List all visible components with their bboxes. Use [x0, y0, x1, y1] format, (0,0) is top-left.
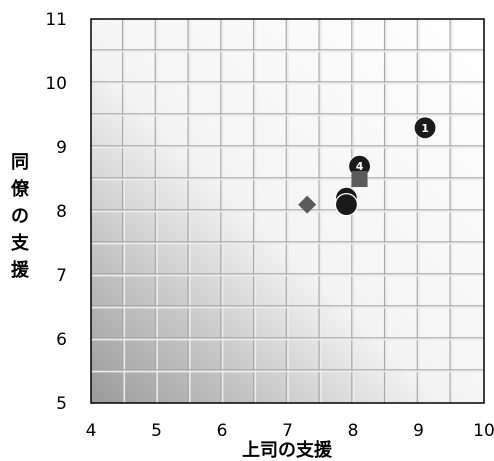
- data-point-label: 4: [356, 160, 364, 173]
- y-tick-label: 10: [45, 74, 67, 94]
- plot-frame: [90, 18, 485, 404]
- data-point-circle: [334, 193, 359, 217]
- y-tick-label: 5: [56, 394, 67, 414]
- x-tick-label: 8: [348, 421, 359, 441]
- y-tick-label: 6: [56, 330, 67, 350]
- data-point-circle: [413, 116, 437, 140]
- data-point-diamond: [298, 195, 317, 214]
- x-tick-label: 9: [413, 421, 424, 441]
- y-tick-label: 7: [56, 266, 67, 286]
- data-point-square: [351, 171, 368, 187]
- x-tick-label: 10: [473, 421, 494, 441]
- y-tick-label: 9: [56, 138, 67, 158]
- x-axis-title: 上司の支援: [242, 439, 333, 461]
- x-tick-label: 6: [217, 421, 228, 441]
- x-tick-label: 5: [151, 421, 162, 441]
- y-tick-label: 8: [56, 202, 67, 222]
- x-tick-label: 4: [86, 421, 97, 441]
- y-axis-title: 同僚の支援: [10, 152, 30, 281]
- y-tick-label: 11: [45, 10, 67, 30]
- points-layer: 143: [298, 116, 437, 217]
- x-tick-label: 7: [282, 421, 293, 441]
- data-point-label: 1: [421, 122, 429, 135]
- grid-layer: [91, 19, 484, 403]
